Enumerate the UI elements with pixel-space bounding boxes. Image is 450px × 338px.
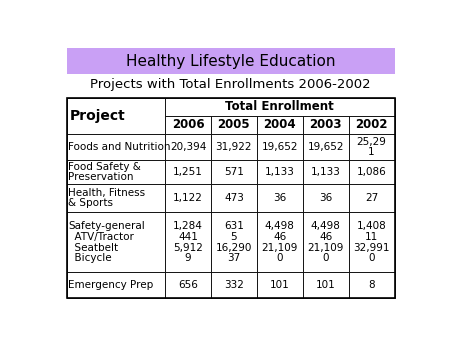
Bar xyxy=(165,212,211,272)
Text: 36: 36 xyxy=(319,193,332,203)
Text: Health, Fitness
& Sports: Health, Fitness & Sports xyxy=(68,188,146,209)
Bar xyxy=(67,98,165,134)
FancyBboxPatch shape xyxy=(67,48,395,74)
Bar xyxy=(257,116,303,134)
Bar xyxy=(165,272,211,298)
Bar xyxy=(165,184,211,212)
Bar xyxy=(67,160,165,184)
Bar xyxy=(303,212,349,272)
Text: 36: 36 xyxy=(273,193,286,203)
Bar xyxy=(257,212,303,272)
Bar xyxy=(349,184,395,212)
Text: 101: 101 xyxy=(316,280,336,290)
Text: 4,498
46
21,109
0: 4,498 46 21,109 0 xyxy=(307,221,344,263)
Text: Food Safety &
Preservation: Food Safety & Preservation xyxy=(68,162,141,183)
Text: 31,922: 31,922 xyxy=(216,142,252,152)
Text: 1,133: 1,133 xyxy=(311,167,341,177)
Text: 4,498
46
21,109
0: 4,498 46 21,109 0 xyxy=(261,221,298,263)
Text: 1,133: 1,133 xyxy=(265,167,295,177)
Text: 1,122: 1,122 xyxy=(173,193,203,203)
Bar xyxy=(67,98,395,298)
Text: 2004: 2004 xyxy=(264,118,296,131)
Text: 2006: 2006 xyxy=(172,118,204,131)
Bar xyxy=(257,272,303,298)
Text: 2003: 2003 xyxy=(310,118,342,131)
Bar xyxy=(349,272,395,298)
Bar xyxy=(211,212,257,272)
Bar xyxy=(67,212,165,272)
Bar xyxy=(67,184,165,212)
Bar xyxy=(303,272,349,298)
Bar xyxy=(349,116,395,134)
Text: 656: 656 xyxy=(178,280,198,290)
Text: 473: 473 xyxy=(224,193,244,203)
Bar xyxy=(165,116,211,134)
Text: 27: 27 xyxy=(365,193,378,203)
Bar xyxy=(257,160,303,184)
Bar xyxy=(257,134,303,160)
Text: 19,652: 19,652 xyxy=(307,142,344,152)
Bar xyxy=(303,184,349,212)
Bar xyxy=(257,184,303,212)
Bar xyxy=(349,212,395,272)
Bar xyxy=(211,134,257,160)
Bar xyxy=(165,160,211,184)
Text: 1,251: 1,251 xyxy=(173,167,203,177)
Text: 19,652: 19,652 xyxy=(261,142,298,152)
Text: Emergency Prep: Emergency Prep xyxy=(68,280,154,290)
Bar xyxy=(67,272,165,298)
Text: 2005: 2005 xyxy=(218,118,250,131)
Bar xyxy=(303,116,349,134)
Text: 1,408
11
32,991
0: 1,408 11 32,991 0 xyxy=(353,221,390,263)
Bar xyxy=(211,184,257,212)
Text: Healthy Lifestyle Education: Healthy Lifestyle Education xyxy=(126,54,335,69)
Text: Project: Project xyxy=(69,109,125,123)
Text: 1,284
441
5,912
9: 1,284 441 5,912 9 xyxy=(173,221,203,263)
Bar xyxy=(303,160,349,184)
Text: 20,394: 20,394 xyxy=(170,142,206,152)
Bar xyxy=(165,98,395,116)
Bar xyxy=(211,272,257,298)
Text: 631
5
16,290
37: 631 5 16,290 37 xyxy=(216,221,252,263)
Text: 25,29
1: 25,29 1 xyxy=(357,137,387,157)
Text: Projects with Total Enrollments 2006-2002: Projects with Total Enrollments 2006-200… xyxy=(90,78,371,91)
Text: Safety-general
  ATV/Tractor
  Seatbelt
  Bicycle: Safety-general ATV/Tractor Seatbelt Bicy… xyxy=(68,221,145,263)
Bar xyxy=(349,134,395,160)
Bar xyxy=(67,134,165,160)
Text: Foods and Nutrition: Foods and Nutrition xyxy=(68,142,171,152)
Text: 101: 101 xyxy=(270,280,290,290)
Text: 8: 8 xyxy=(368,280,375,290)
Text: 332: 332 xyxy=(224,280,244,290)
Text: Total Enrollment: Total Enrollment xyxy=(225,100,334,113)
Bar xyxy=(211,160,257,184)
Text: 1,086: 1,086 xyxy=(357,167,387,177)
Bar xyxy=(165,134,211,160)
Bar xyxy=(211,116,257,134)
Text: 571: 571 xyxy=(224,167,244,177)
Bar xyxy=(303,134,349,160)
Text: 2002: 2002 xyxy=(356,118,388,131)
Bar xyxy=(349,160,395,184)
